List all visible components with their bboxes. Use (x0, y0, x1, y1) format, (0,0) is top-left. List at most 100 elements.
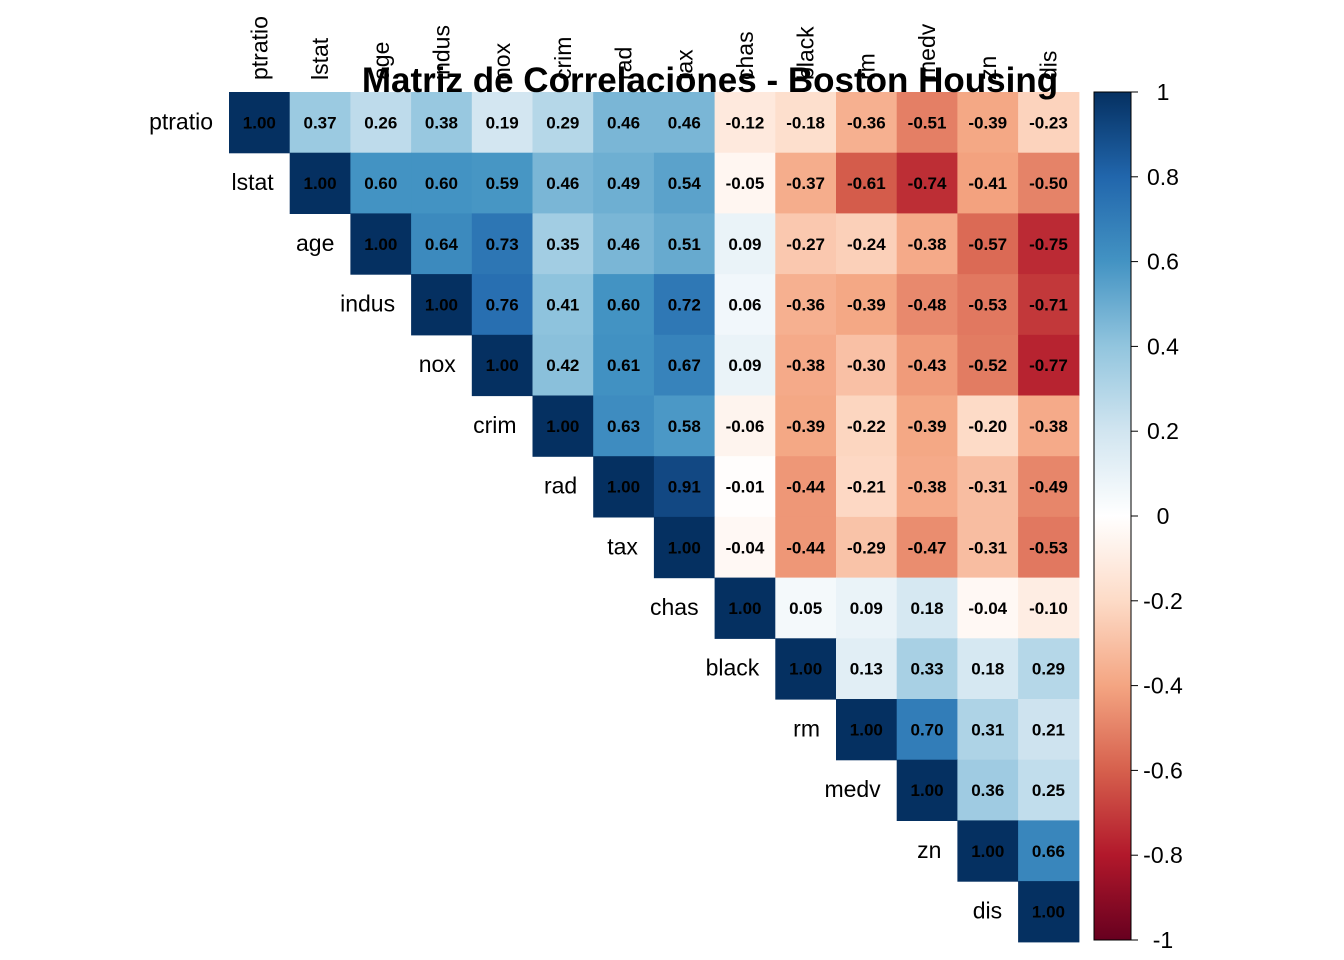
heatmap-cell-tax-black (775, 516, 837, 579)
cell-value-nox-rad: 0.61 (607, 356, 640, 375)
heatmap-cell-indus-medv (896, 274, 958, 336)
heatmap-cell-nox-rad (593, 334, 655, 397)
heatmap-cell-nox-crim (532, 334, 594, 397)
heatmap-cell-nox-zn (957, 334, 1019, 397)
heatmap-cell-age-chas (714, 213, 776, 275)
cell-value-crim-zn: -0.20 (968, 417, 1007, 436)
cell-value-indus-crim: 0.41 (546, 295, 579, 314)
row-label-tax: tax (607, 533, 638, 559)
cell-value-ptratio-crim: 0.29 (546, 113, 579, 132)
column-label-dis: dis (1035, 51, 1061, 80)
heatmap-cell-age-black (775, 213, 837, 275)
row-label-ptratio: ptratio (149, 108, 213, 134)
cell-value-black-black: 1.00 (789, 660, 822, 679)
heatmap-cell-age-tax (653, 213, 716, 275)
heatmap-cell-tax-rm (836, 516, 898, 579)
cell-value-labels: 1.00 0.37 0.26 0.38 0.19 0.29 0.46 0.46 -0.12 -0.… (243, 113, 1068, 921)
heatmap-cell-rad-chas (714, 456, 776, 518)
row-label-zn: zn (917, 837, 941, 863)
heatmap-cell-ptratio-ptratio (229, 92, 291, 154)
heatmap-cell-ptratio-zn (957, 92, 1019, 154)
row-label-lstat: lstat (232, 169, 275, 195)
cell-value-lstat-age: 0.60 (364, 174, 397, 193)
cell-value-age-dis: -0.75 (1029, 235, 1068, 254)
heatmap-cell-ptratio-chas (714, 92, 776, 154)
colorbar-tick-label: -0.8 (1143, 842, 1183, 868)
heatmap-cell-black-zn (957, 638, 1019, 700)
heatmap-cell-rad-dis (1018, 456, 1080, 518)
row-label-rm: rm (793, 715, 820, 741)
column-label-medv: medv (914, 23, 940, 80)
cell-value-ptratio-ptratio: 1.00 (243, 113, 276, 132)
heatmap-cell-age-rm (836, 213, 898, 275)
heatmap-cell-lstat-nox (471, 152, 534, 214)
heatmap-cell-indus-crim (532, 274, 594, 336)
heatmap-cell-ptratio-rad (593, 92, 655, 154)
heatmap-cell-lstat-crim (532, 152, 594, 214)
heatmap-cell-crim-dis (1018, 395, 1080, 457)
cell-value-crim-medv: -0.39 (908, 417, 947, 436)
heatmap-cell-age-indus (411, 213, 473, 275)
heatmap-cell-indus-indus (411, 274, 473, 336)
heatmap-cell-ptratio-lstat (289, 92, 351, 154)
heatmap-cell-crim-rad (593, 395, 655, 457)
cell-value-indus-tax: 0.72 (668, 295, 701, 314)
heatmap-cell-lstat-indus (411, 152, 473, 214)
heatmap-cell-indus-chas (714, 274, 776, 336)
heatmap-cell-indus-dis (1018, 274, 1080, 336)
colorbar-tick-label: 0.6 (1147, 249, 1179, 275)
cell-value-rad-rad: 1.00 (607, 478, 640, 497)
cell-value-zn-dis: 0.66 (1032, 842, 1065, 861)
heatmap-cell-crim-rm (836, 395, 898, 457)
cell-value-zn-zn: 1.00 (971, 842, 1004, 861)
cell-value-tax-rm: -0.29 (847, 538, 886, 557)
heatmap-cell-lstat-rm (836, 152, 898, 214)
heatmap-cell-black-medv (896, 638, 958, 700)
cell-value-ptratio-tax: 0.46 (668, 113, 701, 132)
cell-value-lstat-zn: -0.41 (968, 174, 1007, 193)
cell-value-age-medv: -0.38 (908, 235, 947, 254)
cell-value-black-medv: 0.33 (911, 660, 944, 679)
cell-value-chas-medv: 0.18 (911, 599, 944, 618)
heatmap-cell-age-medv (896, 213, 958, 275)
cell-value-nox-rm: -0.30 (847, 356, 886, 375)
colorbar-tick-label: -1 (1153, 927, 1173, 953)
heatmap-cell-lstat-medv (896, 152, 958, 214)
heatmap-cell-indus-tax (653, 274, 716, 336)
colorbar-tick-label: 0.4 (1147, 333, 1179, 359)
heatmap-cell-ptratio-age (350, 92, 412, 154)
cell-value-indus-medv: -0.48 (908, 295, 947, 314)
cell-value-rad-zn: -0.31 (968, 478, 1007, 497)
heatmap-cell-nox-dis (1018, 334, 1080, 397)
cell-value-lstat-nox: 0.59 (486, 174, 519, 193)
heatmap-cell-nox-chas (714, 334, 776, 397)
cell-value-chas-dis: -0.10 (1029, 599, 1068, 618)
cell-value-lstat-black: -0.37 (786, 174, 825, 193)
heatmap-cell-nox-nox (471, 334, 534, 397)
cell-value-age-rad: 0.46 (607, 235, 640, 254)
cell-value-tax-zn: -0.31 (968, 538, 1007, 557)
heatmap-cell-crim-black (775, 395, 837, 457)
heatmap-cell-lstat-age (350, 152, 412, 214)
cell-value-ptratio-lstat: 0.37 (304, 113, 337, 132)
row-label-medv: medv (824, 776, 881, 802)
heatmap-cell-ptratio-tax (653, 92, 716, 154)
column-label-ptratio: ptratio (246, 16, 272, 80)
cell-value-crim-crim: 1.00 (546, 417, 579, 436)
column-label-chas: chas (732, 31, 758, 80)
heatmap-cell-ptratio-indus (411, 92, 473, 154)
cell-value-ptratio-chas: -0.12 (726, 113, 765, 132)
heatmap-cell-age-nox (471, 213, 534, 275)
cell-value-lstat-lstat: 1.00 (304, 174, 337, 193)
chart-title: Matriz de Correlaciones - Boston Housing (362, 61, 1058, 100)
heatmap-cell-tax-dis (1018, 516, 1080, 579)
column-label-nox: nox (489, 42, 515, 80)
colorbar-tick-label: -0.6 (1143, 757, 1183, 783)
heatmap-cell-ptratio-medv (896, 92, 958, 154)
cell-value-nox-nox: 1.00 (486, 356, 519, 375)
heatmap-cell-lstat-zn (957, 152, 1019, 214)
cell-value-lstat-tax: 0.54 (668, 174, 702, 193)
heatmap-cell-rad-black (775, 456, 837, 518)
row-labels: ptratio lstat age indus nox crim rad tax chas bla… (149, 108, 1002, 923)
heatmap-cell-indus-rad (593, 274, 655, 336)
